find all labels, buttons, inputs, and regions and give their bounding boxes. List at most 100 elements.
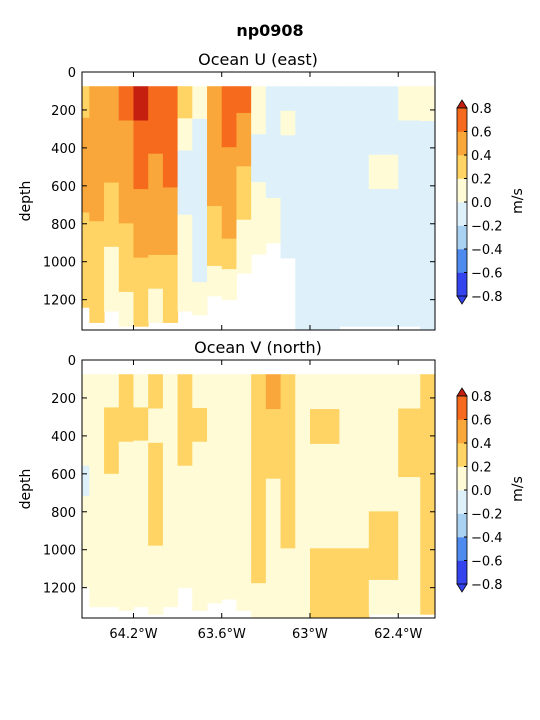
v-colorbar: −0.8 −0.6 −0.4 −0.2 0.0 0.2 0.4 0.6 0.8 (456, 387, 503, 593)
contour-cell (339, 443, 370, 480)
contour-cell (420, 86, 436, 122)
contour-cell (207, 116, 223, 147)
colorbar-segment (457, 560, 467, 585)
contour-cell (221, 208, 237, 240)
contour-cell (295, 374, 311, 410)
colorbar-segment (457, 537, 467, 561)
contour-cell (295, 190, 311, 227)
contour-cell (280, 110, 296, 136)
contour-cell (162, 119, 179, 155)
contour-cell (207, 570, 223, 604)
contour-cell (280, 583, 296, 619)
contour-cell (398, 291, 421, 327)
contour-cell (368, 374, 399, 410)
contour-cell (177, 86, 193, 119)
contour-cell (280, 233, 296, 259)
contour-cell (309, 548, 340, 584)
contour-cell (148, 119, 164, 155)
contour-cell (398, 120, 421, 156)
colorbar-tick-label: −0.6 (471, 267, 503, 282)
contour-cell (420, 121, 436, 157)
contour-cell (221, 438, 237, 472)
contour-cell (309, 374, 340, 410)
contour-cell (177, 557, 193, 589)
contour-cell (192, 216, 208, 251)
contour-cell (221, 534, 237, 568)
contour-cell (133, 223, 149, 259)
contour-cell (368, 189, 399, 224)
contour-cell (368, 408, 399, 444)
contour-cell (420, 260, 436, 296)
contour-cell (420, 225, 436, 261)
contour-cell (339, 189, 370, 224)
contour-cell (104, 540, 120, 574)
colorbar-tick-label: 0.0 (471, 484, 492, 499)
contour-cell (177, 246, 193, 280)
contour-cell (118, 291, 134, 327)
contour-cell (82, 86, 90, 119)
contour-cell (207, 472, 223, 506)
contour-cell (398, 154, 421, 190)
contour-cell (295, 513, 311, 549)
contour-cell (89, 86, 105, 121)
contour-cell (192, 86, 208, 120)
colorbar-segment (457, 466, 467, 491)
contour-cell (192, 249, 208, 283)
contour-cell (251, 443, 267, 480)
contour-cell (82, 212, 90, 245)
contour-cell (236, 166, 252, 194)
contour-cell (89, 407, 105, 442)
contour-cell (162, 440, 179, 475)
contour-cell (339, 223, 370, 259)
contour-cell (295, 260, 311, 296)
contour-cell (236, 193, 252, 221)
contour-cell (368, 511, 399, 547)
contour-cell (82, 404, 90, 436)
contour-cell (265, 583, 282, 619)
contour-cell (118, 374, 134, 409)
contour-cell (192, 407, 208, 443)
contour-cell (118, 257, 134, 293)
contour-cell (398, 408, 421, 444)
contour-cell (221, 470, 237, 504)
contour-cell (339, 548, 370, 584)
contour-cell (133, 374, 149, 408)
colorbar-tick-label: −0.2 (471, 508, 503, 523)
contour-cell (339, 513, 370, 549)
contour-cell (148, 374, 164, 410)
contour-cell (118, 542, 134, 578)
contour-cell (368, 291, 399, 327)
colorbar-tick-label: −0.6 (471, 555, 503, 570)
colorbar-tick-label: −0.4 (471, 243, 503, 258)
contour-cell (295, 86, 311, 122)
contour-cell (207, 235, 223, 267)
contour-cell (265, 130, 282, 154)
colorbar-extend-low (456, 583, 468, 593)
contour-cell (104, 440, 120, 475)
contour-cell (236, 441, 252, 476)
contour-cell (177, 214, 193, 248)
contour-cell (265, 198, 282, 221)
contour-cell (236, 374, 252, 409)
contour-cell (221, 116, 237, 148)
contour-cell (265, 86, 282, 110)
contour-cell (148, 187, 164, 222)
colorbar-segment (457, 131, 467, 156)
contour-cell (207, 439, 223, 473)
contour-cell (339, 154, 370, 190)
contour-cell (420, 408, 436, 444)
contour-cell (398, 86, 421, 122)
contour-cell (133, 189, 149, 224)
contour-cell (309, 583, 340, 619)
x-tick-label: 64.2°W (109, 627, 157, 642)
contour-cell (177, 526, 193, 558)
contour-cell (309, 190, 340, 227)
contour-cell (192, 282, 208, 316)
contour-cell (265, 548, 282, 584)
colorbar-segment (457, 249, 467, 273)
contour-cell (398, 442, 421, 478)
u-y-axis-label: depth (18, 181, 34, 222)
contour-cell (251, 548, 267, 584)
contour-cell (280, 208, 296, 234)
contour-cell (177, 404, 193, 436)
